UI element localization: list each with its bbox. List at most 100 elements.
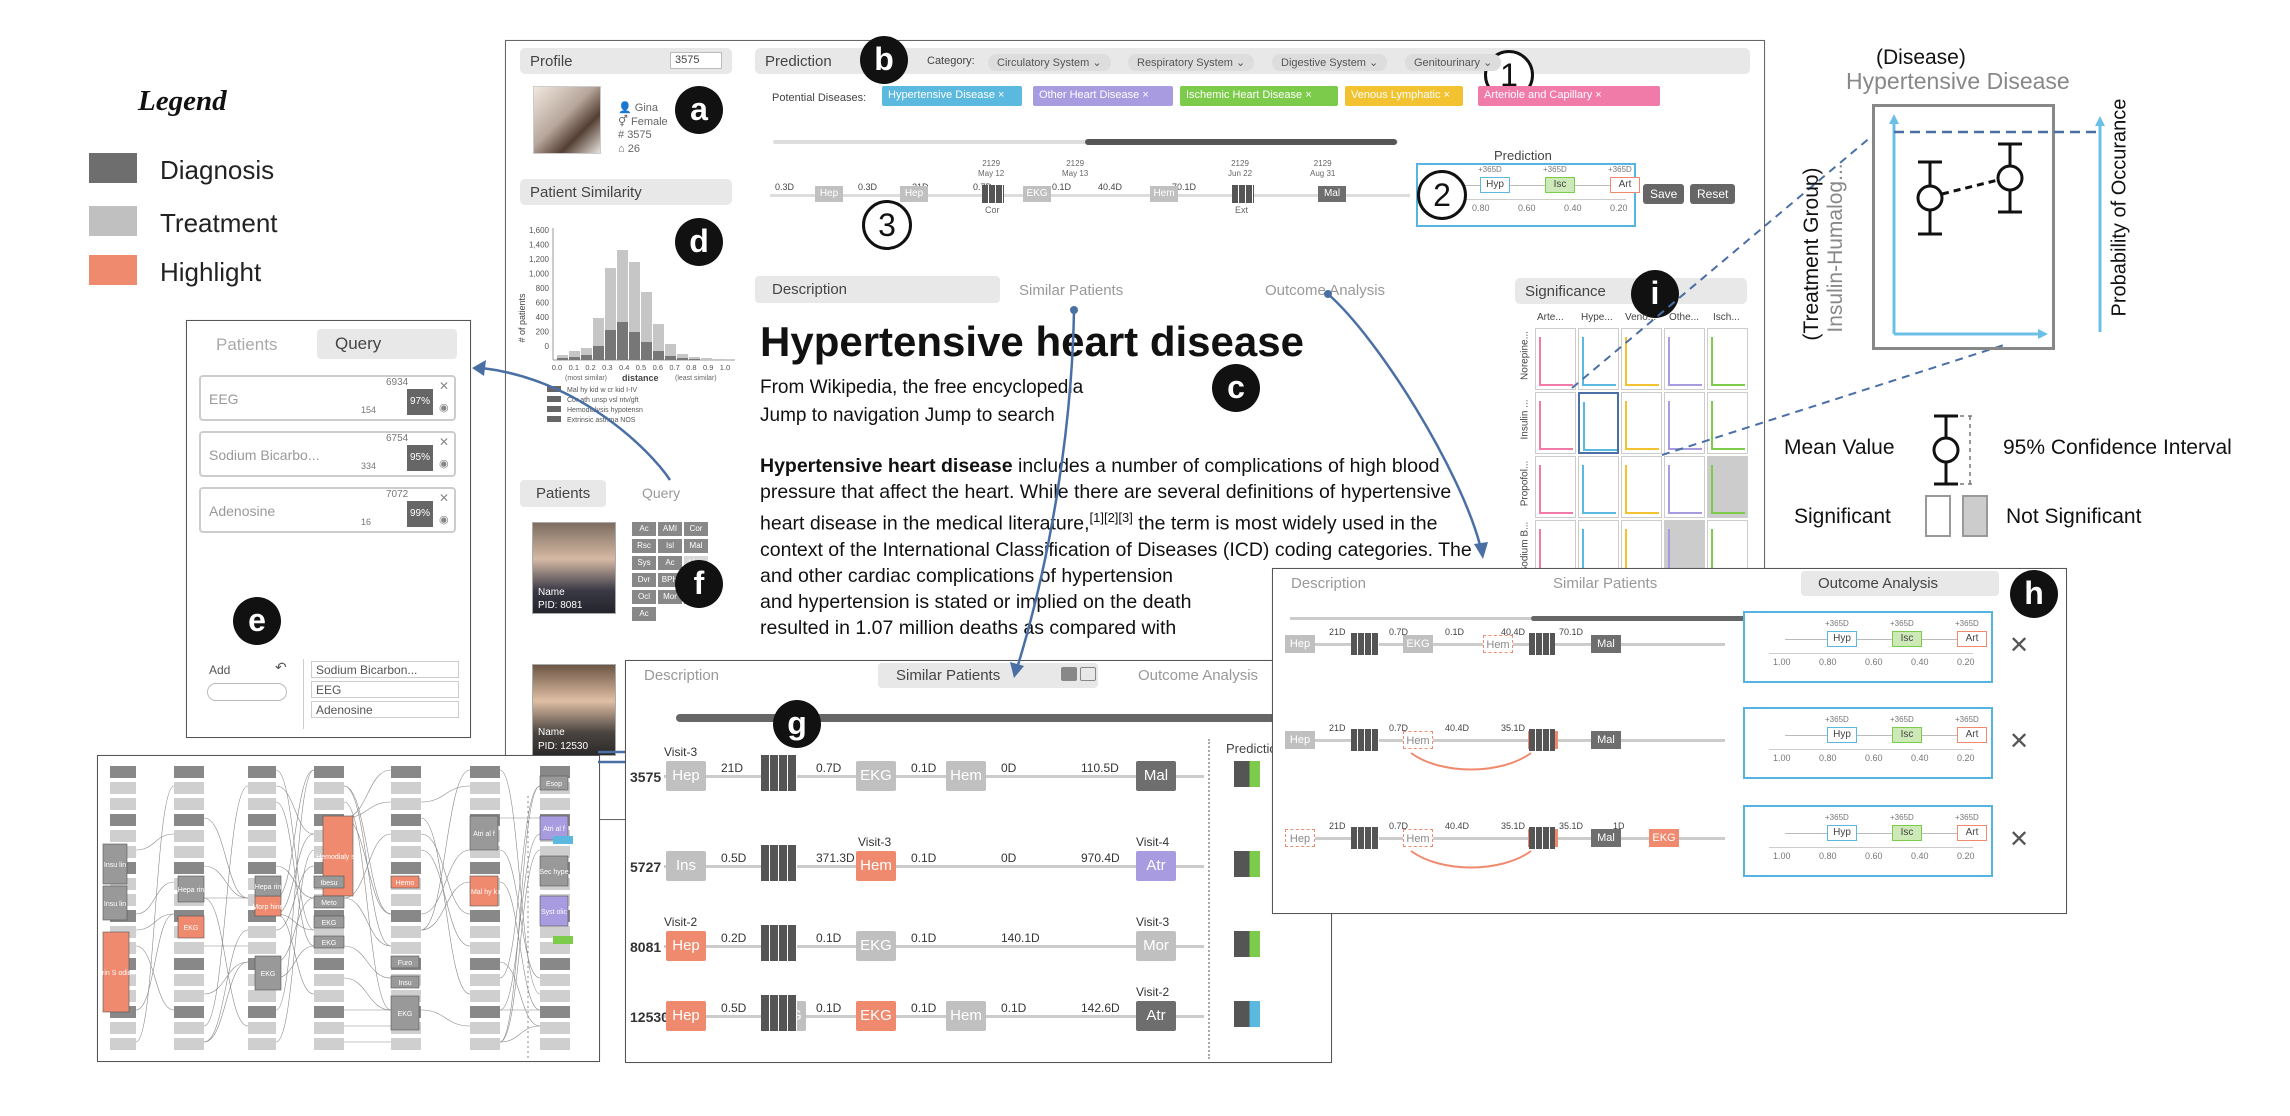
diagnosis-block[interactable] xyxy=(1232,185,1254,203)
pred-node[interactable]: Isc xyxy=(1892,631,1922,647)
sp-node[interactable]: Ins xyxy=(666,851,706,881)
timeline-node[interactable]: EKG xyxy=(1023,186,1051,202)
disease-tag[interactable]: Ischemic Heart Disease × xyxy=(1180,86,1338,106)
patient-id[interactable]: 5727 xyxy=(630,859,661,875)
flow-node-label: EKG xyxy=(322,920,337,927)
diagnosis-block[interactable] xyxy=(761,925,797,961)
sp-node[interactable]: Hep xyxy=(666,1001,706,1031)
diagnosis-block[interactable] xyxy=(982,185,1004,203)
close-icon[interactable]: ✕ xyxy=(2009,825,2029,854)
query-tab-query[interactable]: Query xyxy=(317,329,457,359)
oa-node[interactable]: Mal xyxy=(1591,731,1621,749)
diagnosis-block[interactable] xyxy=(761,995,797,1031)
close-icon[interactable]: ✕ xyxy=(2009,727,2029,756)
query-list-item[interactable]: Adenosine xyxy=(311,701,459,718)
diagnosis-block[interactable] xyxy=(761,755,797,791)
pred-node[interactable]: Art xyxy=(1957,825,1987,841)
close-icon[interactable]: ✕ xyxy=(2009,631,2029,660)
disease-tag[interactable]: Venous Lymphatic × xyxy=(1345,86,1463,106)
query-item[interactable]: Sodium Bicarbo... 6754 95% 334 ✕ ◉ xyxy=(199,431,456,477)
sp-tab-description[interactable]: Description xyxy=(644,667,719,684)
sp-node[interactable]: Hem xyxy=(856,851,896,881)
category-chip[interactable]: Circulatory System ⌄ xyxy=(988,54,1111,71)
pred-node[interactable]: Isc xyxy=(1892,825,1922,841)
sp-node[interactable]: EKG xyxy=(856,931,896,961)
sp-node[interactable]: Mor xyxy=(1136,931,1176,961)
diagnosis-tag: Mal xyxy=(684,539,708,553)
pred-node[interactable]: Art xyxy=(1957,727,1987,743)
disease-tag[interactable]: Other Heart Disease × xyxy=(1033,86,1173,106)
pred-axis xyxy=(1769,653,1973,654)
eye-icon[interactable]: ◉ xyxy=(439,513,449,526)
diagnosis-block[interactable] xyxy=(761,845,797,881)
category-chip[interactable]: Genitourinary ⌄ xyxy=(1405,54,1501,71)
sp-node[interactable]: Hep xyxy=(666,931,706,961)
pred-node[interactable]: Hyp xyxy=(1480,177,1510,193)
sp-scroll-thumb[interactable] xyxy=(676,714,1288,722)
timeline-node[interactable]: Hem xyxy=(1150,186,1178,202)
close-icon[interactable]: ✕ xyxy=(439,491,449,505)
disease-tag[interactable]: Hypertensive Disease × xyxy=(882,86,1022,106)
oa-node[interactable]: Mal xyxy=(1591,829,1621,847)
pred-node[interactable]: Hyp xyxy=(1827,631,1857,647)
pred-node[interactable]: Art xyxy=(1957,631,1987,647)
diagnosis-block[interactable] xyxy=(1529,633,1555,655)
sig-cell[interactable] xyxy=(1578,456,1619,518)
sig-cell[interactable] xyxy=(1707,456,1748,518)
oa-node[interactable]: EKG xyxy=(1649,829,1679,847)
query-list-item[interactable]: EEG xyxy=(311,681,459,698)
oa-node[interactable]: Hem xyxy=(1403,731,1433,749)
diagnosis-block[interactable] xyxy=(1529,827,1555,849)
sp-node[interactable]: EKG xyxy=(856,1001,896,1031)
sig-cell[interactable] xyxy=(1621,456,1662,518)
diagnosis-block[interactable] xyxy=(1351,729,1379,751)
category-chip[interactable]: Respiratory System ⌄ xyxy=(1128,54,1254,71)
diagnosis-block[interactable] xyxy=(1351,827,1379,849)
query-list-item[interactable]: Sodium Bicarbon... xyxy=(311,661,459,678)
timeline-node[interactable]: Hep xyxy=(900,186,928,202)
sp-node[interactable]: Mal xyxy=(1136,761,1176,791)
sp-node[interactable]: Hep xyxy=(666,761,706,791)
pred-node[interactable]: Hyp xyxy=(1827,727,1857,743)
timeline-node[interactable]: Mal xyxy=(1318,186,1346,202)
patient-photo-8081[interactable]: Name PID: 8081 xyxy=(532,522,616,614)
oa-node[interactable]: Hem xyxy=(1403,829,1433,847)
sp-node[interactable]: Hem xyxy=(946,761,986,791)
query-item[interactable]: Adenosine 7072 99% 16 ✕ ◉ xyxy=(199,487,456,533)
pred-node[interactable]: Hyp xyxy=(1827,825,1857,841)
flow-link xyxy=(276,770,314,1010)
pred-day: +365D xyxy=(1955,619,1979,628)
oa-tab-outcome[interactable]: Outcome Analysis xyxy=(1801,571,1999,596)
query-item[interactable]: EEG 6934 97% 154 ✕ ◉ xyxy=(199,375,456,421)
pred-node[interactable]: Isc xyxy=(1892,727,1922,743)
diagnosis-block[interactable] xyxy=(1529,729,1555,751)
sp-gap: 110.5D xyxy=(1081,761,1119,775)
timeline-scroll-thumb[interactable] xyxy=(1085,139,1397,145)
sp-node[interactable]: EKG xyxy=(856,761,896,791)
category-chip[interactable]: Digestive System ⌄ xyxy=(1272,54,1387,71)
patient-id[interactable]: 8081 xyxy=(630,939,661,955)
query-tab-patients[interactable]: Patients xyxy=(216,335,277,355)
close-icon[interactable]: ✕ xyxy=(439,379,449,393)
sp-gap: 371.3D xyxy=(816,851,855,865)
timeline-node[interactable]: Hep xyxy=(815,186,843,202)
sp-node[interactable]: Hem xyxy=(946,1001,986,1031)
oa-node[interactable]: Hep xyxy=(1285,829,1315,847)
oa-tab-similar[interactable]: Similar Patients xyxy=(1553,575,1657,592)
sig-cell[interactable] xyxy=(1664,456,1705,518)
sp-node[interactable]: Atr xyxy=(1136,851,1176,881)
eye-icon[interactable]: ◉ xyxy=(439,401,449,414)
disease-tag[interactable]: Arteriole and Capillary × xyxy=(1478,86,1660,106)
patient-id[interactable]: 3575 xyxy=(630,769,661,785)
undo-icon[interactable]: ↶ xyxy=(275,659,287,676)
oa-node[interactable]: Mal xyxy=(1591,635,1621,653)
oa-scroll-thumb[interactable] xyxy=(1531,616,1771,621)
flow-node-bg xyxy=(110,798,136,810)
sig-cell[interactable] xyxy=(1535,456,1576,518)
profile-id[interactable]: 3575 xyxy=(670,52,722,69)
oa-node[interactable]: Hep xyxy=(1285,731,1315,749)
eye-icon[interactable]: ◉ xyxy=(439,457,449,470)
add-input[interactable] xyxy=(207,683,287,701)
close-icon[interactable]: ✕ xyxy=(439,435,449,449)
sp-node[interactable]: Atr xyxy=(1136,1001,1176,1031)
